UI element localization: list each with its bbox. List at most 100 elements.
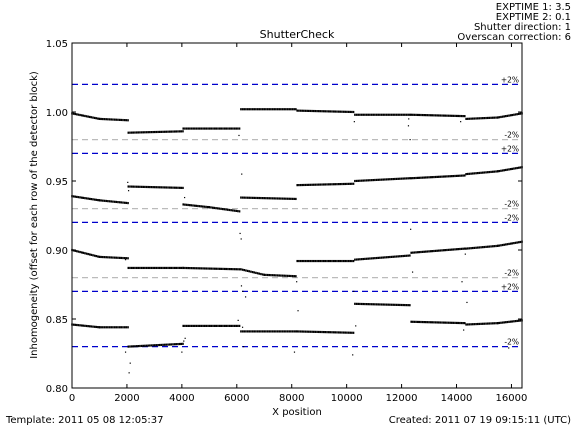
data-point (352, 331, 355, 334)
data-point (290, 108, 292, 111)
data-point (192, 204, 194, 207)
data-point (97, 255, 99, 258)
data-point (281, 108, 284, 111)
data-point (513, 320, 515, 323)
data-point (311, 183, 313, 186)
data-point (286, 330, 289, 333)
data-point (278, 274, 281, 277)
data-point (97, 198, 99, 202)
data-point (93, 254, 96, 257)
outlier-point (184, 337, 186, 339)
data-point (293, 197, 295, 200)
data-point (154, 186, 156, 189)
data-point (79, 250, 81, 254)
data-point (421, 320, 424, 324)
data-point (357, 179, 360, 182)
data-point (172, 343, 174, 346)
data-point (519, 166, 522, 169)
data-point (291, 274, 294, 278)
data-point (194, 324, 196, 327)
data-point (309, 183, 312, 186)
data-point (374, 178, 376, 182)
data-point (251, 196, 254, 199)
data-point (342, 110, 345, 113)
data-point (354, 113, 356, 116)
data-point (402, 113, 404, 116)
data-point (202, 267, 204, 270)
data-point (122, 118, 124, 122)
data-point (139, 185, 141, 188)
data-point (392, 113, 394, 116)
data-point (76, 323, 78, 327)
data-point (433, 114, 435, 117)
data-point (137, 185, 140, 188)
data-point (197, 127, 199, 130)
data-point (82, 324, 85, 327)
data-point (505, 243, 507, 246)
data-point (405, 177, 408, 180)
data-point (459, 247, 461, 251)
data-point (505, 115, 507, 118)
data-point (256, 330, 259, 333)
data-point (173, 130, 176, 133)
data-point (150, 186, 153, 189)
data-point (271, 197, 274, 200)
y-tick-label: 0.80 (46, 384, 68, 395)
data-point (410, 320, 413, 323)
data-point (454, 114, 456, 117)
data-point (395, 177, 398, 181)
data-point (198, 205, 201, 208)
data-point (123, 326, 126, 329)
data-point (291, 108, 294, 111)
data-point (490, 245, 492, 248)
data-point (276, 197, 279, 200)
data-point (380, 113, 383, 116)
data-point (203, 267, 206, 270)
outlier-point (461, 281, 463, 283)
data-point (509, 320, 512, 323)
data-point (112, 326, 114, 329)
data-point (450, 321, 453, 324)
data-point (113, 326, 116, 329)
data-point (457, 174, 460, 177)
data-point (173, 266, 176, 270)
data-point (192, 267, 194, 270)
data-point (200, 127, 203, 130)
data-point (135, 185, 138, 188)
data-point (232, 324, 234, 327)
data-point (299, 259, 302, 263)
data-point (304, 259, 307, 263)
data-point (316, 259, 318, 263)
data-point (144, 185, 146, 189)
data-point (459, 114, 461, 118)
y-tick-label: 1.05 (46, 39, 68, 50)
data-point (82, 196, 85, 199)
data-point (190, 267, 193, 270)
data-point (516, 241, 518, 244)
outlier-point (297, 310, 299, 312)
data-point (407, 113, 409, 116)
data-point (359, 179, 361, 182)
data-point (317, 110, 320, 113)
data-point (471, 172, 474, 175)
data-point (177, 186, 179, 189)
data-point (207, 267, 209, 270)
data-point (409, 304, 411, 307)
data-point (337, 110, 340, 113)
data-point (255, 330, 257, 333)
data-point (110, 326, 113, 329)
data-point (402, 254, 404, 258)
data-point (491, 322, 494, 325)
data-point (446, 321, 448, 324)
data-point (339, 259, 342, 263)
data-point (349, 331, 352, 334)
data-point (123, 201, 126, 204)
data-point (258, 272, 261, 275)
data-point (416, 113, 419, 117)
data-point (268, 108, 271, 111)
data-point (187, 203, 189, 207)
data-point (145, 131, 148, 134)
outlier-point (463, 329, 465, 331)
data-point (182, 324, 185, 327)
data-point (372, 303, 375, 306)
